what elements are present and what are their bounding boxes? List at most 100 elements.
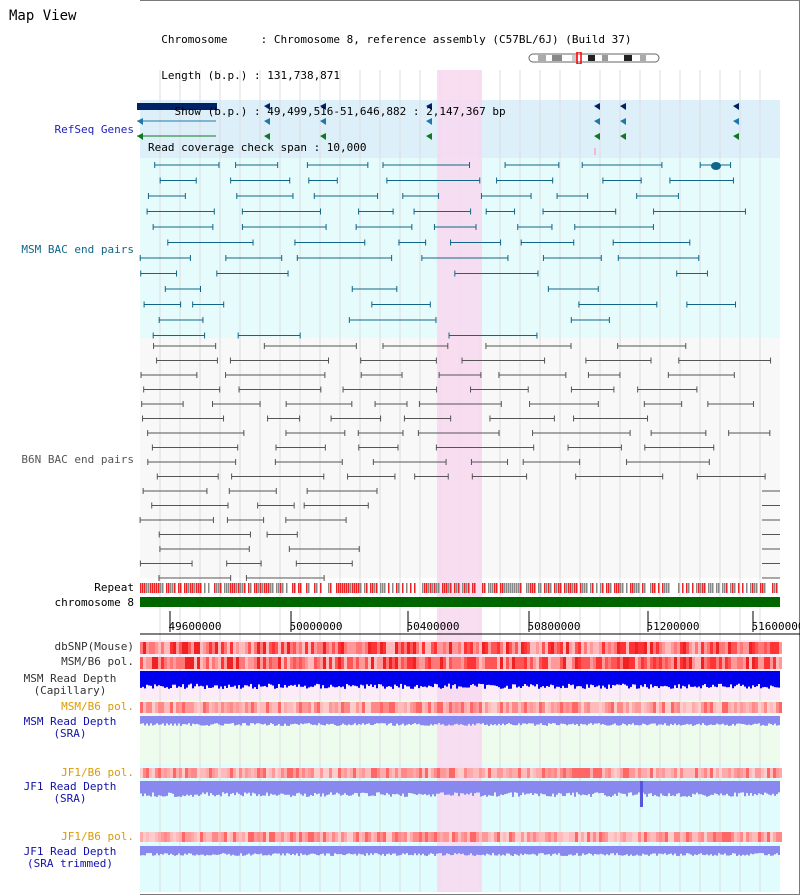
msm-b6-pol-strip	[500, 657, 503, 669]
track-label-dbsnp: dbSNP(Mouse)	[54, 640, 134, 653]
jf1-trimmed-depth-bar	[346, 846, 348, 854]
jf1-trimmed-depth-bar	[470, 846, 472, 854]
msm-b6-pol-strip	[452, 657, 455, 669]
jf1-trimmed-depth-bar	[730, 846, 732, 855]
jf1-trimmed-depth-bar	[652, 846, 654, 854]
repeat-element	[422, 583, 424, 593]
jf1-pol-strip	[737, 768, 740, 778]
jf1-sra-depth-bar	[216, 781, 218, 795]
jf1-trimmed-depth-bar	[580, 846, 582, 856]
jf1-trimmed-depth-bar	[290, 846, 292, 856]
jf1-sra-depth-bar	[690, 781, 692, 797]
jf1-pol-strip	[203, 768, 206, 778]
jf1-trimmed-depth-bar	[164, 846, 166, 854]
repeat-element	[436, 583, 438, 593]
repeat-element	[242, 583, 244, 593]
msm-b6-pol-strip-2	[629, 702, 632, 713]
jf1-pol-strip	[356, 768, 359, 778]
msm-b6-pol-strip	[689, 657, 692, 669]
jf1-sra-depth-bar	[556, 781, 558, 795]
msm-b6-pol-strip	[761, 657, 764, 669]
repeat-element	[262, 583, 264, 593]
jf1-sra-depth-bar	[668, 781, 670, 794]
msm-b6-pol-strip	[497, 657, 500, 669]
dbsnp-strip	[434, 642, 437, 654]
jf1-pol-strip-2	[305, 832, 308, 842]
jf1-sra-depth-bar	[152, 781, 154, 793]
msm-b6-pol-strip-2	[503, 702, 506, 713]
jf1-pol-strip-2	[737, 832, 740, 842]
jf1-pol-strip	[302, 768, 305, 778]
msm-sra-depth-bar	[552, 716, 554, 724]
msm-capillary-depth-bar	[478, 671, 480, 684]
msm-capillary-depth-bar	[394, 671, 396, 685]
jf1-trimmed-depth-bar	[318, 846, 320, 856]
msm-b6-pol-strip-2	[473, 702, 476, 713]
repeat-element	[364, 583, 366, 593]
dbsnp-strip	[191, 642, 194, 654]
jf1-trimmed-depth-bar	[630, 846, 632, 855]
msm-sra-depth-bar	[248, 716, 250, 726]
jf1-trimmed-depth-bar	[248, 846, 250, 854]
jf1-sra-depth-bar	[762, 781, 764, 796]
dbsnp-strip	[725, 642, 728, 654]
msm-sra-depth-bar	[504, 716, 506, 726]
repeat-element	[438, 583, 440, 593]
msm-b6-pol-strip-2	[719, 702, 722, 713]
msm-b6-pol-strip-2	[383, 702, 386, 713]
jf1-pol-strip-2	[329, 832, 332, 842]
msm-sra-depth-bar	[766, 716, 768, 726]
jf1-trimmed-depth-bar	[560, 846, 562, 856]
repeat-element	[338, 583, 340, 593]
msm-b6-pol-strip	[359, 657, 362, 669]
jf1-sra-depth-bar	[710, 781, 712, 795]
dbsnp-strip	[152, 642, 155, 654]
jf1-pol-strip-2	[413, 832, 416, 842]
msm-sra-depth-bar	[486, 716, 488, 725]
dbsnp-strip	[779, 642, 782, 654]
msm-capillary-depth-bar	[712, 671, 714, 685]
jf1-sra-depth-bar	[212, 781, 214, 795]
jf1-pol-strip	[701, 768, 704, 778]
msm-capillary-depth-bar	[164, 671, 166, 688]
msm-sra-depth-bar	[346, 716, 348, 726]
msm-capillary-depth-bar	[460, 671, 462, 687]
dbsnp-strip	[554, 642, 557, 654]
jf1-sra-depth-bar	[494, 781, 496, 793]
dbsnp-strip	[545, 642, 548, 654]
msm-capillary-depth-bar	[462, 671, 464, 688]
jf1-trimmed-depth-bar	[626, 846, 628, 855]
jf1-sra-depth-bar	[200, 781, 202, 795]
jf1-pol-strip	[308, 768, 311, 778]
jf1-sra-depth-bar	[474, 781, 476, 794]
msm-b6-pol-strip	[476, 657, 479, 669]
jf1-pol-strip	[455, 768, 458, 778]
repeat-element	[292, 583, 294, 593]
msm-sra-depth-bar	[610, 716, 612, 726]
chromosome-ideogram[interactable]	[528, 52, 662, 64]
jf1-sra-depth-bar	[208, 781, 210, 796]
jf1-pol-strip-2	[275, 832, 278, 842]
jf1-pol-strip	[161, 768, 164, 778]
msm-capillary-depth-bar	[770, 671, 772, 686]
refseq-arrow	[137, 118, 143, 125]
jf1-pol-strip	[275, 768, 278, 778]
msm-sra-depth-bar	[186, 716, 188, 725]
msm-sra-depth-bar	[406, 716, 408, 725]
msm-capillary-depth-bar	[536, 671, 538, 685]
jf1-sra-depth-bar	[170, 781, 172, 793]
jf1-trimmed-depth-bar	[538, 846, 540, 854]
dbsnp-strip	[221, 642, 224, 654]
jf1-trimmed-depth-bar	[284, 846, 286, 856]
msm-capillary-depth-bar	[742, 671, 744, 685]
msm-sra-depth-bar	[668, 716, 670, 726]
dbsnp-strip	[473, 642, 476, 654]
jf1-pol-strip-2	[419, 832, 422, 842]
msm-capillary-depth-bar	[438, 671, 440, 688]
dbsnp-strip	[263, 642, 266, 654]
msm-b6-pol-strip	[203, 657, 206, 669]
track-label-msm-depth-sra-line2: (SRA)	[53, 727, 87, 740]
msm-capillary-depth-bar	[588, 671, 590, 688]
jf1-pol-strip	[215, 768, 218, 778]
